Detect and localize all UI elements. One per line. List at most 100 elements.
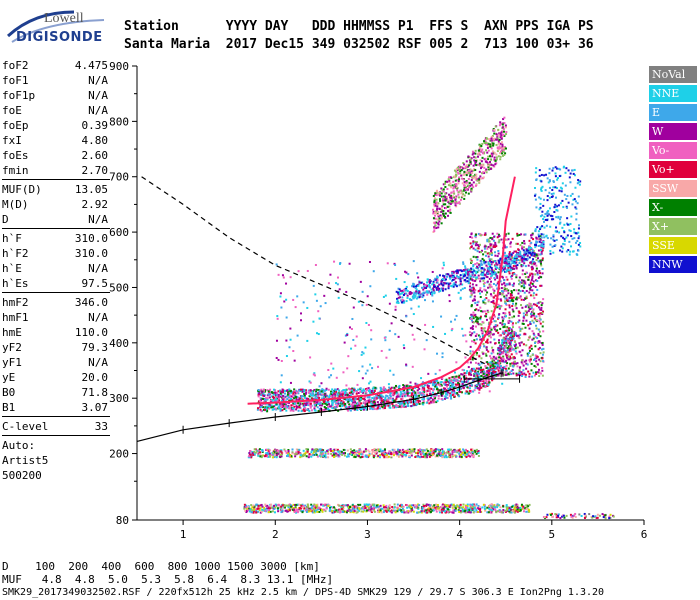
echo-point xyxy=(316,406,319,409)
echo-point xyxy=(511,273,514,276)
echo-point xyxy=(449,394,452,397)
echo-point xyxy=(246,509,249,512)
echo-point xyxy=(448,392,451,395)
echo-point xyxy=(293,510,296,513)
echo-point xyxy=(492,355,495,358)
echo-point xyxy=(414,397,417,400)
echo-point xyxy=(484,289,487,292)
echo-point xyxy=(264,509,267,512)
echo-point xyxy=(419,511,422,514)
echo-point xyxy=(504,353,507,356)
echo-point xyxy=(422,393,425,396)
echo-point xyxy=(385,394,388,397)
echo-point xyxy=(498,346,501,349)
echo-point xyxy=(493,235,496,238)
echo-point xyxy=(519,329,522,332)
echo-point xyxy=(388,453,391,456)
echo-point xyxy=(405,384,408,387)
echo-point xyxy=(503,295,506,298)
echo-point xyxy=(515,242,518,245)
echo-point xyxy=(508,332,511,335)
echo-point xyxy=(460,506,463,509)
echo-point xyxy=(259,399,262,402)
echo-point xyxy=(494,320,497,323)
echo-point xyxy=(344,452,347,455)
echo-point xyxy=(273,454,276,457)
param-row: fxI 4.80 xyxy=(2,133,110,148)
echo-point xyxy=(327,388,330,391)
y-tick-label: 200 xyxy=(109,448,129,461)
echo-point xyxy=(345,405,348,408)
echo-point xyxy=(514,250,517,253)
echo-point xyxy=(496,348,499,351)
echo-point xyxy=(495,511,498,514)
echo-point xyxy=(456,505,459,508)
echo-point xyxy=(533,374,536,377)
echo-point xyxy=(419,450,422,453)
echo-point xyxy=(419,448,422,451)
echo-point xyxy=(436,387,439,390)
echo-point xyxy=(270,395,273,398)
echo-point xyxy=(500,299,503,302)
echo-point xyxy=(300,410,303,413)
echo-point xyxy=(405,503,408,506)
echo-point xyxy=(325,450,328,453)
echo-point xyxy=(500,352,503,355)
echo-point xyxy=(301,503,304,506)
echo-point xyxy=(472,317,475,320)
echo-point xyxy=(604,517,607,520)
echo-point xyxy=(342,391,345,394)
echo-point xyxy=(537,238,540,241)
echo-point xyxy=(402,400,405,403)
echo-point xyxy=(521,322,524,325)
echo-point xyxy=(459,453,462,456)
echo-point xyxy=(271,510,274,513)
echo-point xyxy=(309,394,312,397)
echo-point xyxy=(479,318,482,321)
echo-point xyxy=(464,374,467,377)
echo-point xyxy=(449,386,452,389)
echo-point xyxy=(375,506,378,509)
echo-point xyxy=(511,364,514,367)
echo-point xyxy=(252,511,255,514)
echo-point xyxy=(474,235,477,238)
echo-point xyxy=(503,361,506,364)
echo-point xyxy=(373,396,376,399)
echo-point xyxy=(294,509,297,512)
echo-point xyxy=(292,392,295,395)
echo-point xyxy=(498,510,501,513)
echo-point xyxy=(505,246,508,249)
echo-point xyxy=(467,454,470,457)
echo-point xyxy=(416,402,419,405)
echo-point xyxy=(340,401,343,404)
echo-point xyxy=(528,346,531,349)
param-row: B1 3.07 xyxy=(2,400,110,415)
echo-point xyxy=(454,509,457,512)
echo-point xyxy=(347,509,350,512)
echo-point xyxy=(498,234,501,237)
echo-point xyxy=(500,357,503,360)
echo-point xyxy=(496,360,499,363)
echo-point xyxy=(524,373,527,376)
echo-point xyxy=(529,303,532,306)
echo-point xyxy=(480,374,483,377)
echo-point xyxy=(389,451,392,454)
echo-point xyxy=(437,452,440,455)
echo-point xyxy=(461,508,464,511)
echo-point xyxy=(436,281,439,284)
echo-point xyxy=(395,301,398,304)
echo-point xyxy=(436,275,439,278)
echo-point xyxy=(322,449,325,452)
echo-point xyxy=(441,398,444,401)
param-value: 97.5 xyxy=(81,277,109,290)
echo-point xyxy=(472,286,475,289)
echo-point xyxy=(524,507,527,510)
echo-point xyxy=(499,344,502,347)
echo-point xyxy=(522,343,525,346)
echo-point xyxy=(384,509,387,512)
echo-point xyxy=(479,295,482,298)
echo-point xyxy=(513,272,516,275)
echo-point xyxy=(506,270,509,273)
echo-point xyxy=(377,504,380,507)
echo-point xyxy=(393,405,396,408)
